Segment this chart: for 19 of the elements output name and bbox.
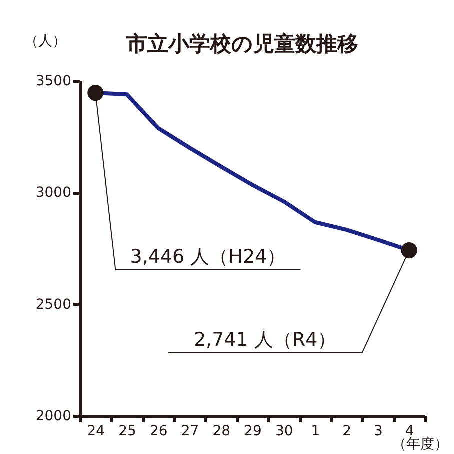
x-tick-label: 1 (311, 424, 320, 440)
x-tick-label: 29 (244, 424, 262, 440)
y-tick-label: 3500 (36, 74, 72, 90)
x-tick-label: 30 (275, 424, 294, 440)
annotation: 2,741 人（R4） (194, 329, 337, 351)
x-axis-title: （年度） (392, 436, 448, 452)
x-tick-label: 25 (118, 424, 136, 440)
x-tick-label: 26 (150, 424, 168, 440)
y-tick-label: 2000 (36, 408, 72, 424)
annotation: 3,446 人（H24） (130, 246, 286, 268)
y-axis-title: （人） (24, 34, 66, 50)
x-tick-label: 27 (181, 424, 200, 440)
x-tick-label: 3 (374, 424, 383, 440)
chart-title: 市立小学校の児童数推移 (126, 32, 358, 56)
y-tick-label: 3000 (36, 185, 72, 202)
y-tick-label: 2500 (36, 296, 72, 313)
x-tick-label: 24 (87, 424, 106, 440)
x-tick-label: 2 (342, 424, 352, 440)
x-tick-label: 28 (212, 424, 231, 440)
